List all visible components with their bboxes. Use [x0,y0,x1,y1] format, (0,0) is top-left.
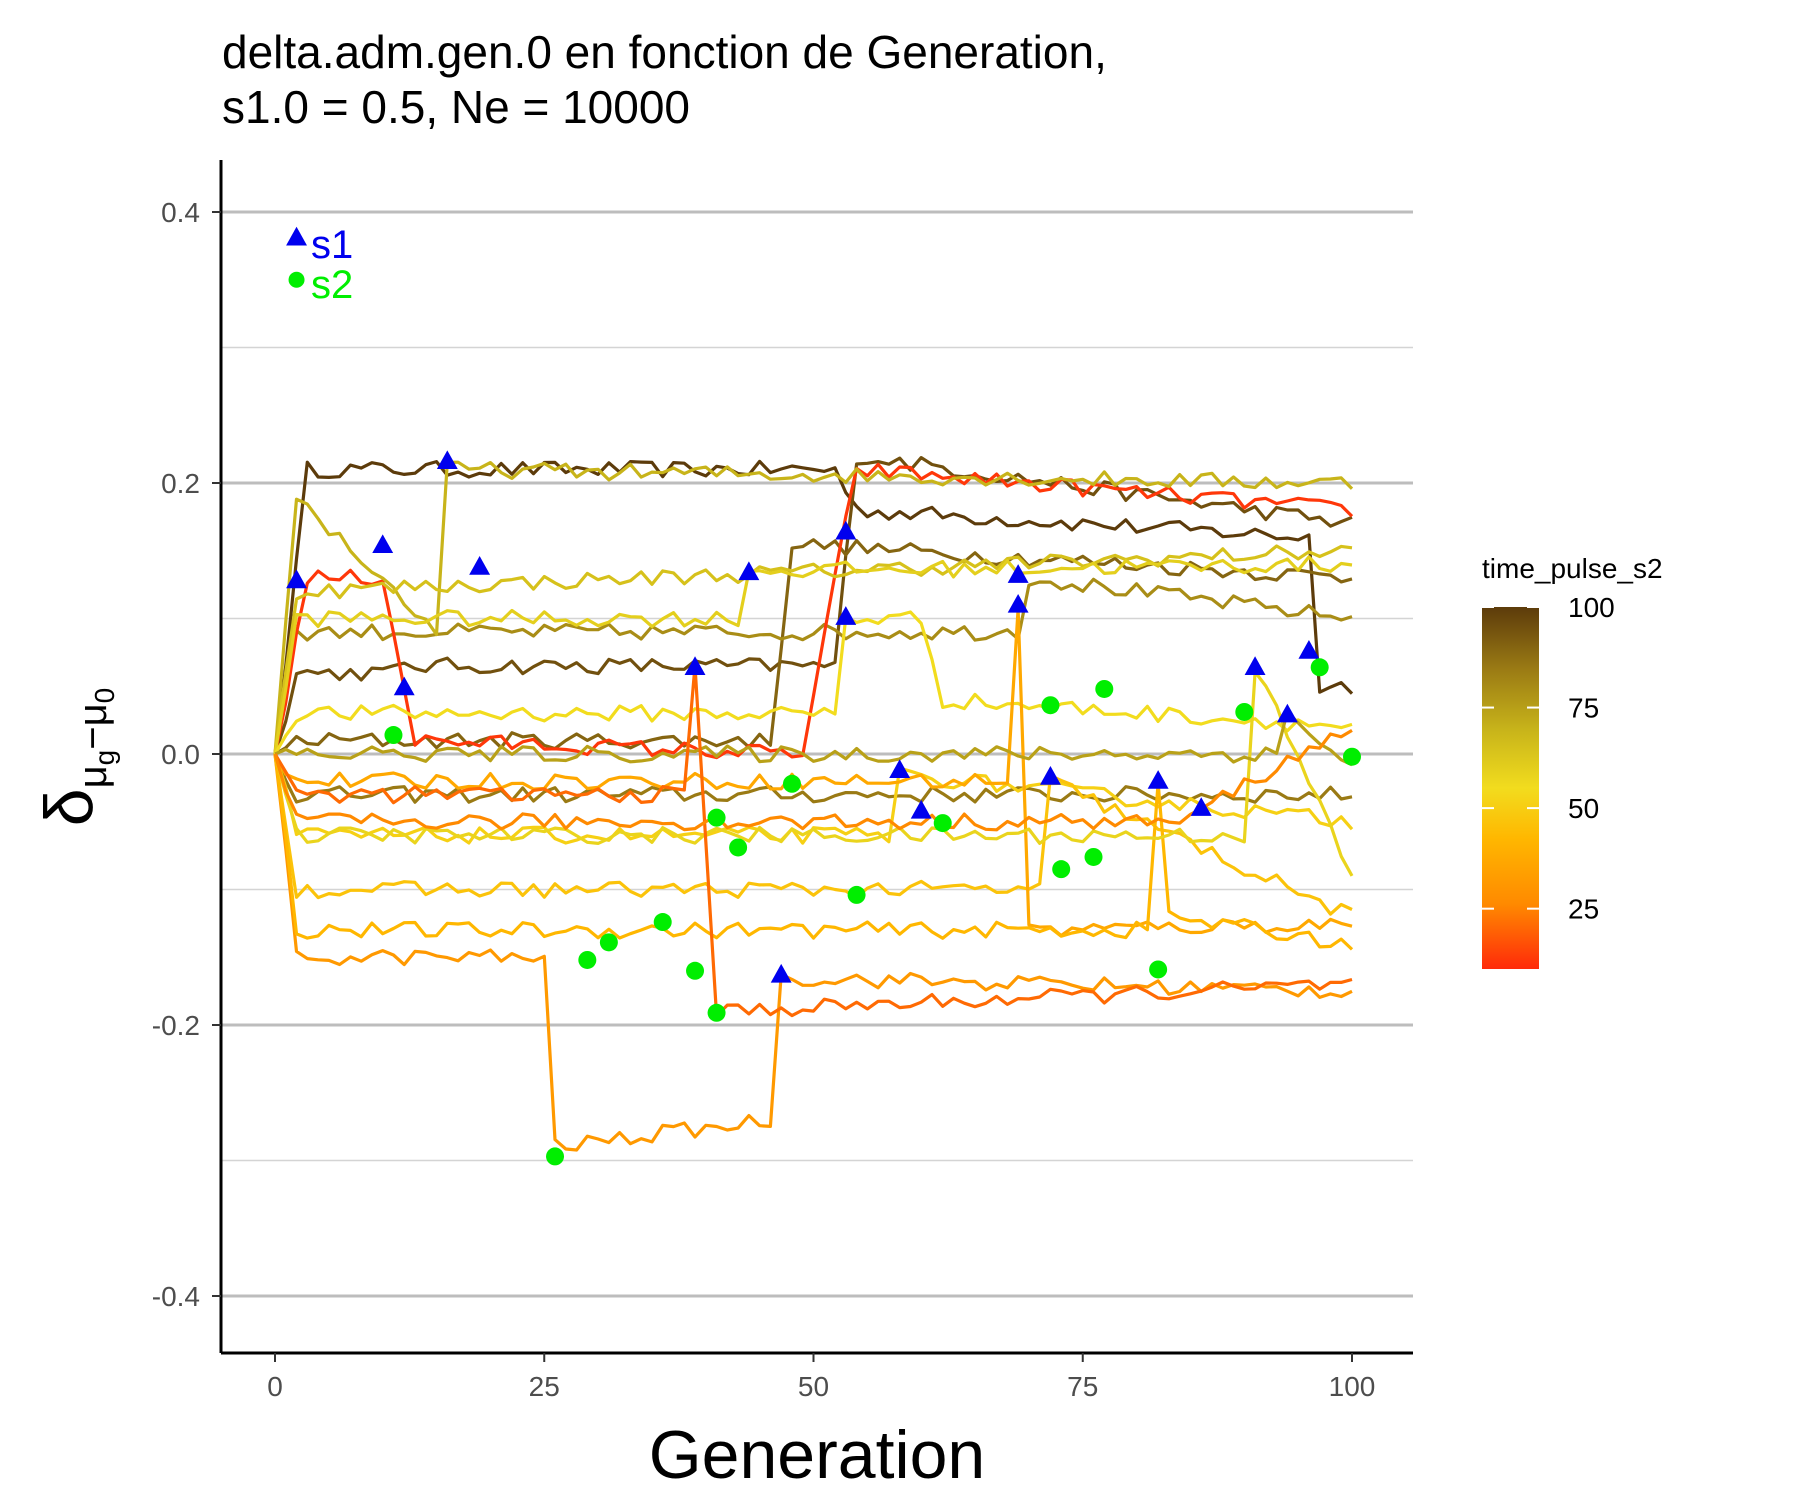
series-line [273,753,1353,1152]
color-legend: time_pulse_s2 100 75 50 25 [1482,553,1663,969]
marker-legend: s1 s2 [286,223,353,307]
s2-marker [933,814,952,833]
s2-marker [847,885,866,904]
s2-legend-circle [288,271,305,288]
s2-marker [1235,702,1254,721]
s1-legend-label: s1 [311,223,353,267]
legend-tick-label: 50 [1568,793,1599,824]
y-tick-label: 0.4 [161,197,200,228]
s1-marker [1298,640,1320,659]
y-title-zero: 0 [89,688,120,704]
s2-marker [1052,860,1071,879]
s1-marker [469,556,491,575]
s2-marker [686,961,705,980]
legend-colorbar [1482,607,1539,969]
series-lines [273,456,1354,1152]
x-tick-label: 75 [1067,1371,1098,1402]
s2-marker [384,726,403,745]
s1-marker [393,676,415,696]
event-markers [286,450,1361,1166]
y-tick-label: 0.0 [161,739,200,770]
legend-tick-label: 25 [1568,894,1599,925]
series-line [274,538,1353,756]
legend-title: time_pulse_s2 [1482,553,1663,584]
s2-marker [653,913,672,932]
s1-marker [372,534,394,554]
s1-marker [1039,766,1061,785]
series-line [273,456,1353,755]
series-line [273,462,1354,760]
y-tick-label: -0.4 [152,1281,200,1312]
s2-marker [707,808,726,827]
s1-marker [910,799,932,819]
series-line [273,670,1354,877]
y-tick-label: -0.2 [152,1010,200,1041]
s1-marker [1276,703,1298,723]
series-line [273,753,1353,804]
series-line [273,555,1353,755]
s2-marker [1041,696,1060,715]
svg-text:δμg−μ0: δμg−μ0 [31,688,120,826]
x-tick-label: 100 [1329,1371,1376,1402]
s2-marker [599,933,618,952]
s2-marker [707,1003,726,1022]
s1-marker [286,569,307,589]
series-line [273,459,1354,755]
series-line [273,610,1353,755]
s2-marker [1310,658,1329,677]
s1-marker [1007,593,1029,613]
axes [219,160,1413,1355]
s2-marker [1084,847,1103,866]
s1-marker [835,606,857,625]
y-axis-title: δμg−μ0 [31,688,120,826]
s1-marker [889,759,911,778]
y-title-delta: δ [31,788,107,826]
s1-marker [738,561,760,581]
s1-legend-triangle [286,226,307,246]
s2-marker [1149,960,1168,979]
s2-marker [578,950,597,969]
y-title-minus-mu: −μ [71,703,115,749]
s2-marker [546,1147,565,1166]
y-title-g: g [89,750,120,766]
series-line [273,607,1353,938]
series-line [273,544,1353,755]
y-title-mu-g: μ [71,765,115,788]
series-line [273,729,1353,832]
series-line [273,753,1354,845]
s2-legend-label: s2 [311,263,353,307]
legend-tick-label: 100 [1568,592,1615,623]
grid-lines [221,210,1413,1298]
series-line [273,753,1354,951]
series-line [273,664,1353,1018]
s2-marker [782,774,801,793]
s1-marker [1007,564,1029,583]
s1-marker [1190,797,1212,816]
s2-marker [1343,747,1361,766]
legend-tick-label: 75 [1568,693,1599,724]
s1-marker [1147,770,1169,789]
x-tick-label: 0 [267,1371,283,1402]
s1-marker [835,520,857,540]
s2-marker [1095,679,1114,698]
series-line [273,577,1353,755]
x-tick-label: 50 [798,1371,829,1402]
s1-marker [770,963,792,983]
x-axis-title: Generation [649,1417,985,1493]
s1-marker [684,656,706,675]
series-line [274,710,1353,767]
series-line [273,460,1354,755]
y-tick-label: 0.2 [161,468,200,499]
chart-title-line2: s1.0 = 0.5, Ne = 10000 [222,81,690,133]
s1-marker [436,450,458,470]
s2-marker [729,838,748,857]
s1-marker [1244,656,1266,675]
tick-labels: -0.4 -0.2 0.0 0.2 0.4 0 25 50 75 100 [152,197,1376,1402]
chart-title-line1: delta.adm.gen.0 en fonction de Generatio… [222,26,1107,78]
x-tick-label: 25 [529,1371,560,1402]
legend-ticks: 100 75 50 25 [1482,592,1615,925]
